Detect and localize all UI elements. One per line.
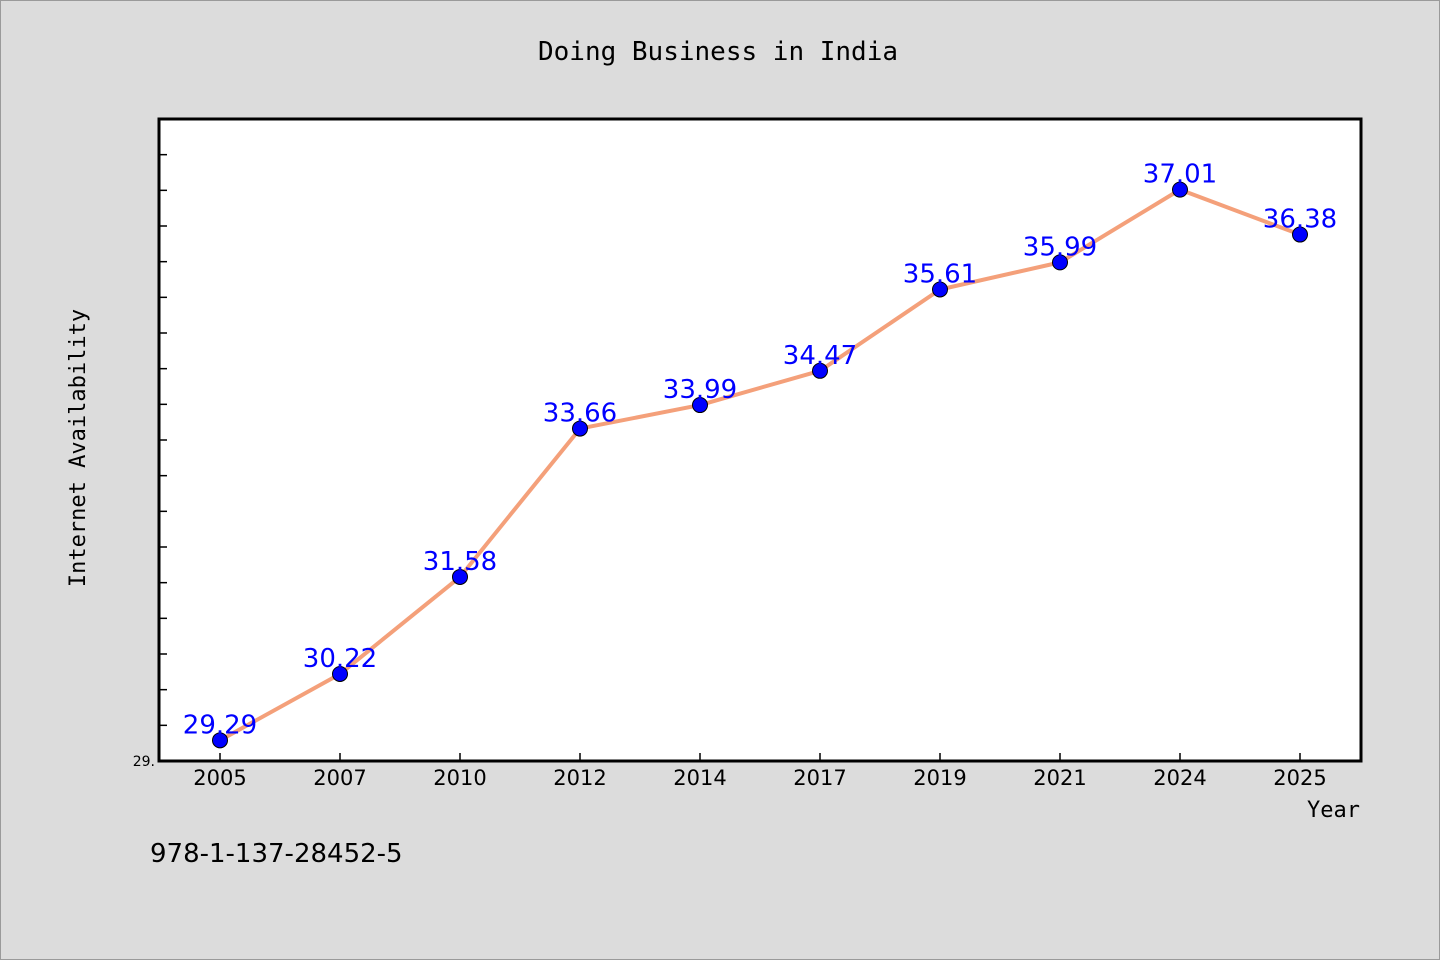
x-tick-label: 2014 xyxy=(673,766,726,790)
data-point xyxy=(692,397,708,414)
plot-area xyxy=(157,117,1363,763)
x-tick-label: 2017 xyxy=(793,766,846,790)
data-point xyxy=(932,281,948,298)
data-label: 31.58 xyxy=(423,547,497,577)
data-label: 33.99 xyxy=(663,375,737,405)
data-label: 35.99 xyxy=(1023,232,1097,262)
x-tick-label: 2010 xyxy=(433,766,486,790)
x-axis-label: Year xyxy=(1307,798,1360,823)
data-label: 34.47 xyxy=(783,341,857,371)
data-point xyxy=(1172,181,1188,198)
x-tick-label: 2021 xyxy=(1033,766,1086,790)
chart-title: Doing Business in India xyxy=(538,37,898,67)
y-axis-label: Internet Availability xyxy=(66,309,91,587)
x-tick-label: 2012 xyxy=(553,766,606,790)
data-label: 30.22 xyxy=(303,644,377,674)
data-label: 29.29 xyxy=(183,710,257,740)
data-point xyxy=(452,568,468,585)
data-label: 33.66 xyxy=(543,399,617,429)
x-tick-label: 2005 xyxy=(193,766,246,790)
data-point xyxy=(212,732,228,749)
data-point xyxy=(1292,226,1308,243)
x-axis: 2005 2007 2010 2012 2014 2017 2019 2021 2024 2025 xyxy=(193,753,1327,790)
data-point xyxy=(332,665,348,682)
data-point xyxy=(572,420,588,437)
series-line xyxy=(218,187,1302,743)
data-label: 36.38 xyxy=(1263,205,1337,235)
data-label: 37.01 xyxy=(1143,160,1217,190)
x-tick-label: 2019 xyxy=(913,766,966,790)
series-markers xyxy=(212,181,1308,749)
data-point xyxy=(812,362,828,379)
x-tick-label: 2025 xyxy=(1273,766,1326,790)
y-tick-label: 29. xyxy=(133,754,155,770)
data-label: 35.61 xyxy=(903,259,977,289)
y-axis-ticks xyxy=(159,153,167,727)
data-point xyxy=(1052,254,1068,271)
x-tick-label: 2007 xyxy=(313,766,366,790)
x-tick-label: 2024 xyxy=(1153,766,1206,790)
isbn-text: 978-1-137-28452-5 xyxy=(150,839,403,869)
data-labels: 29.29 30.22 31.58 33.66 33.99 34.47 35.61 35.99… xyxy=(183,160,1337,741)
